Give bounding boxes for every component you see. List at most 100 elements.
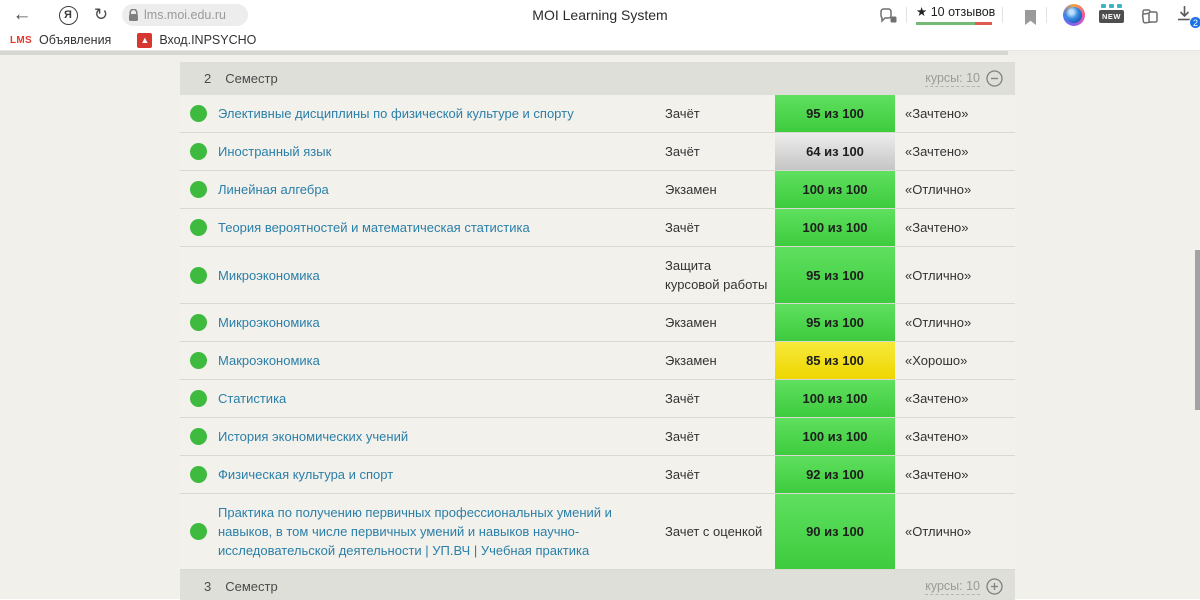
score-badge: 100 из 100 (775, 418, 895, 455)
assessment-type: Экзамен (665, 182, 717, 197)
course-link[interactable]: Практика по получению первичных професси… (218, 505, 612, 558)
course-status-dot-icon (190, 314, 207, 331)
page-title: MOI Learning System (532, 7, 668, 23)
rating-bar (916, 22, 992, 25)
status-cell (180, 494, 218, 569)
toolbar-divider (1046, 7, 1047, 23)
collapse-section-icon[interactable] (986, 70, 1003, 87)
grade-text: «Зачтено» (905, 144, 969, 159)
semester-3-header: 3 Семестр курсы: 10 (180, 570, 1015, 600)
star-icon: ★ (916, 5, 928, 19)
table-row: Физическая культура и спорт Зачёт 92 из … (180, 456, 1015, 494)
table-row: Линейная алгебра Экзамен 100 из 100 «Отл… (180, 171, 1015, 209)
horizontal-scroll-strip (0, 51, 1200, 55)
grade-text: «Отлично» (905, 315, 972, 330)
course-status-dot-icon (190, 466, 207, 483)
table-row: Элективные дисциплины по физической куль… (180, 95, 1015, 133)
status-cell (180, 304, 218, 341)
yandex-logo-icon[interactable]: Я (56, 3, 80, 27)
course-status-dot-icon (190, 266, 207, 284)
score-badge: 90 из 100 (775, 494, 895, 569)
score-badge: 64 из 100 (775, 133, 895, 170)
course-link[interactable]: Иностранный язык (218, 144, 332, 159)
course-link[interactable]: Микроэкономика (218, 315, 320, 330)
assessment-type: Зачёт (665, 429, 700, 444)
collections-icon[interactable] (1138, 5, 1162, 29)
score-cell: 95 из 100 (775, 247, 895, 303)
course-link[interactable]: История экономических учений (218, 429, 409, 444)
table-row: Иностранный язык Зачёт 64 из 100 «Зачтен… (180, 133, 1015, 171)
status-cell (180, 342, 218, 379)
table-row: Макроэкономика Экзамен 85 из 100 «Хорошо… (180, 342, 1015, 380)
assessment-type: Защита курсовой работы (665, 258, 768, 292)
course-status-dot-icon (190, 143, 207, 160)
browser-orb-icon[interactable] (1063, 4, 1085, 26)
score-badge: 100 из 100 (775, 171, 895, 208)
refresh-button[interactable]: ↻ (93, 5, 109, 24)
score-cell: 85 из 100 (775, 342, 895, 379)
video-downloader-new-icon[interactable]: NEW (1099, 4, 1124, 26)
score-badge: 95 из 100 (775, 304, 895, 341)
grade-text: «Зачтено» (905, 391, 969, 406)
reviews-label: 10 отзывов (930, 5, 996, 19)
grade-text: «Зачтено» (905, 467, 969, 482)
back-button[interactable]: ← (12, 4, 32, 25)
url-text: lms.moi.edu.ru (144, 8, 226, 22)
assessment-type: Зачёт (665, 106, 700, 121)
course-link[interactable]: Линейная алгебра (218, 182, 329, 197)
score-cell: 92 из 100 (775, 456, 895, 493)
bookmark-flag-icon[interactable] (1018, 5, 1042, 29)
semester-section: 2 Семестр курсы: 10 Элективные дисциплин… (180, 62, 1015, 600)
status-cell (180, 171, 218, 208)
score-badge: 95 из 100 (775, 95, 895, 132)
table-row: История экономических учений Зачёт 100 и… (180, 418, 1015, 456)
score-badge: 92 из 100 (775, 456, 895, 493)
table-row: Статистика Зачёт 100 из 100 «Зачтено» (180, 380, 1015, 418)
grade-text: «Хорошо» (905, 353, 968, 368)
reviews-button[interactable]: ★ 10 отзывов (916, 4, 995, 25)
toolbar-divider (906, 7, 907, 23)
grade-text: «Зачтено» (905, 106, 969, 121)
pyramid-logo-icon: ▲ (137, 32, 153, 48)
score-cell: 90 из 100 (775, 494, 895, 569)
score-badge: 85 из 100 (775, 342, 895, 379)
bookmark-inpsycho-login[interactable]: ▲ Вход.INPSYCHO (137, 32, 256, 48)
assessment-type: Зачёт (665, 220, 700, 235)
lms-logo-icon: LMS (10, 34, 33, 46)
course-link[interactable]: Микроэкономика (218, 267, 320, 283)
courses-count-link[interactable]: курсы: 10 (925, 578, 980, 595)
browser-toolbar: ← Я ↻ lms.moi.edu.ru MOI Learning System… (0, 0, 1200, 30)
courses-count-link[interactable]: курсы: 10 (925, 70, 980, 87)
vertical-scrollbar-thumb[interactable] (1195, 250, 1200, 410)
address-bar[interactable]: lms.moi.edu.ru (122, 4, 248, 26)
course-link[interactable]: Физическая культура и спорт (218, 467, 394, 482)
course-link[interactable]: Теория вероятностей и математическая ста… (218, 220, 530, 235)
table-row: Микроэкономика Экзамен 95 из 100 «Отличн… (180, 304, 1015, 342)
score-cell: 100 из 100 (775, 418, 895, 455)
bookmark-announcements[interactable]: LMS Объявления (10, 33, 112, 47)
table-row: Практика по получению первичных професси… (180, 494, 1015, 570)
grade-text: «Отлично» (905, 524, 972, 539)
chat-icon[interactable] (876, 5, 900, 29)
course-link[interactable]: Элективные дисциплины по физической куль… (218, 106, 574, 121)
assessment-type: Экзамен (665, 353, 717, 368)
grade-text: «Отлично» (905, 182, 972, 197)
course-status-dot-icon (190, 181, 207, 198)
course-table-body: Элективные дисциплины по физической куль… (180, 95, 1015, 570)
table-row: Теория вероятностей и математическая ста… (180, 209, 1015, 247)
score-cell: 95 из 100 (775, 95, 895, 132)
assessment-type: Зачёт (665, 144, 700, 159)
course-status-dot-icon (190, 105, 207, 122)
status-cell (180, 247, 218, 303)
downloads-icon[interactable]: 2 (1176, 5, 1200, 29)
score-cell: 95 из 100 (775, 304, 895, 341)
status-cell (180, 209, 218, 246)
course-link[interactable]: Макроэкономика (218, 353, 320, 368)
score-badge: 100 из 100 (775, 380, 895, 417)
assessment-type: Зачет с оценкой (665, 524, 763, 539)
expand-section-icon[interactable] (986, 578, 1003, 595)
course-link[interactable]: Статистика (218, 391, 287, 406)
assessment-type: Зачёт (665, 391, 700, 406)
grade-text: «Зачтено» (905, 220, 969, 235)
score-cell: 100 из 100 (775, 380, 895, 417)
